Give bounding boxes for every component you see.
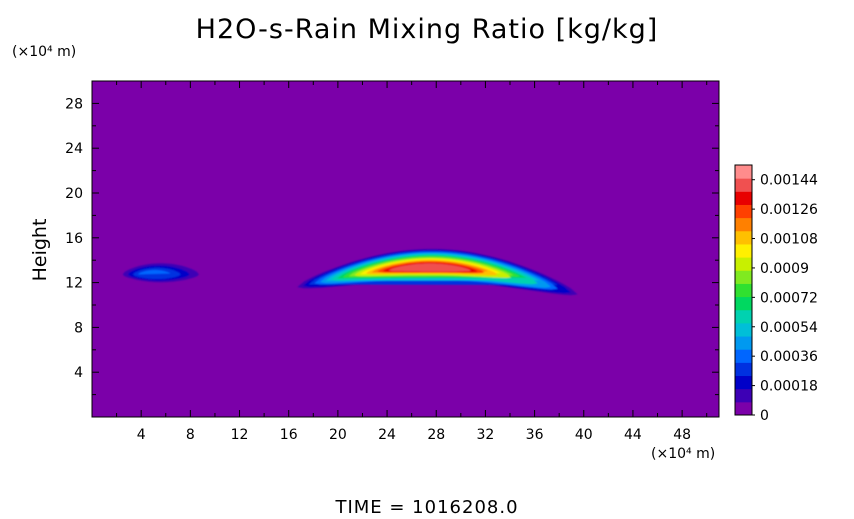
colorbar-tick-label: 0.00144 [760,173,818,189]
colorbar-tick-label: 0.0009 [760,261,809,277]
colorbar: 0 0.00018 0.00036 0.00054 0.00072 0.0009 0.001… [734,164,818,424]
colorbar-swatch [735,283,752,298]
colorbar-swatch [735,296,752,311]
x-tick-label: 44 [624,427,642,443]
x-tick-label: 40 [575,427,593,443]
contour-level-17 [388,263,471,272]
x-tick-label: 16 [280,427,298,443]
x-tick-label: 4 [137,427,146,443]
time-label: TIME = 1016208.0 [335,497,519,518]
colorbar-tick-label: 0.00072 [760,290,818,306]
contour-regions [122,249,578,296]
x-tick-label: 24 [378,427,396,443]
y-tick-label: 20 [65,186,83,202]
colorbar-swatch [735,243,752,258]
x-tick-label: 20 [329,427,347,443]
colorbar-tick-label: 0.00018 [760,379,818,395]
colorbar-tick-label: 0.00036 [760,349,818,365]
x-axis: 4 8 12 16 20 24 28 32 36 40 44 48 [116,81,708,443]
contour-level-4 [138,270,171,275]
colorbar-swatch [735,322,752,337]
colorbar-tick-label: 0.00108 [760,232,818,248]
x-tick-label: 48 [673,427,691,443]
colorbar-swatch [735,336,752,350]
colorbar-frame [734,164,753,416]
colorbar-swatch [735,257,752,271]
x-tick-label: 12 [231,427,249,443]
colorbar-swatch [735,375,752,390]
colorbar-swatch [735,270,752,284]
y-tick-label: 24 [65,141,83,157]
colorbar-swatch [735,401,752,416]
region-1 [122,263,199,283]
colorbar-tick-label: 0 [760,408,769,424]
colorbar-swatch [735,217,752,232]
x-axis-unit: (×10⁴ m) [651,446,716,462]
colorbar-swatch [735,165,752,179]
colorbar-tick-label: 0.00126 [760,202,818,218]
colorbar-swatch [735,204,752,219]
y-axis: 4 8 12 16 20 24 28 [65,96,719,396]
chart-title: H2O-s-Rain Mixing Ratio [kg/kg] [195,14,659,45]
colorbar-swatch [735,388,752,403]
x-tick-label: 36 [526,427,544,443]
colorbar-swatch [735,191,752,205]
region-2 [297,249,578,296]
y-tick-label: 8 [74,320,83,336]
y-axis-unit: (×10⁴ m) [12,44,77,60]
colorbar-swatch [735,349,752,363]
plot-frame [91,80,720,418]
plot-area [92,81,719,417]
y-tick-label: 16 [65,231,83,247]
y-tick-label: 28 [65,96,83,112]
colorbar-swatch [735,362,752,377]
x-tick-label: 8 [186,427,195,443]
x-tick-label: 28 [427,427,445,443]
y-tick-label: 4 [74,365,83,381]
y-tick-label: 12 [65,276,83,292]
colorbar-swatch [735,178,752,192]
colorbar-swatch [735,230,752,245]
colorbar-swatch [735,309,752,324]
colorbar-tick-label: 0.00054 [760,320,818,336]
x-tick-label: 32 [476,427,494,443]
